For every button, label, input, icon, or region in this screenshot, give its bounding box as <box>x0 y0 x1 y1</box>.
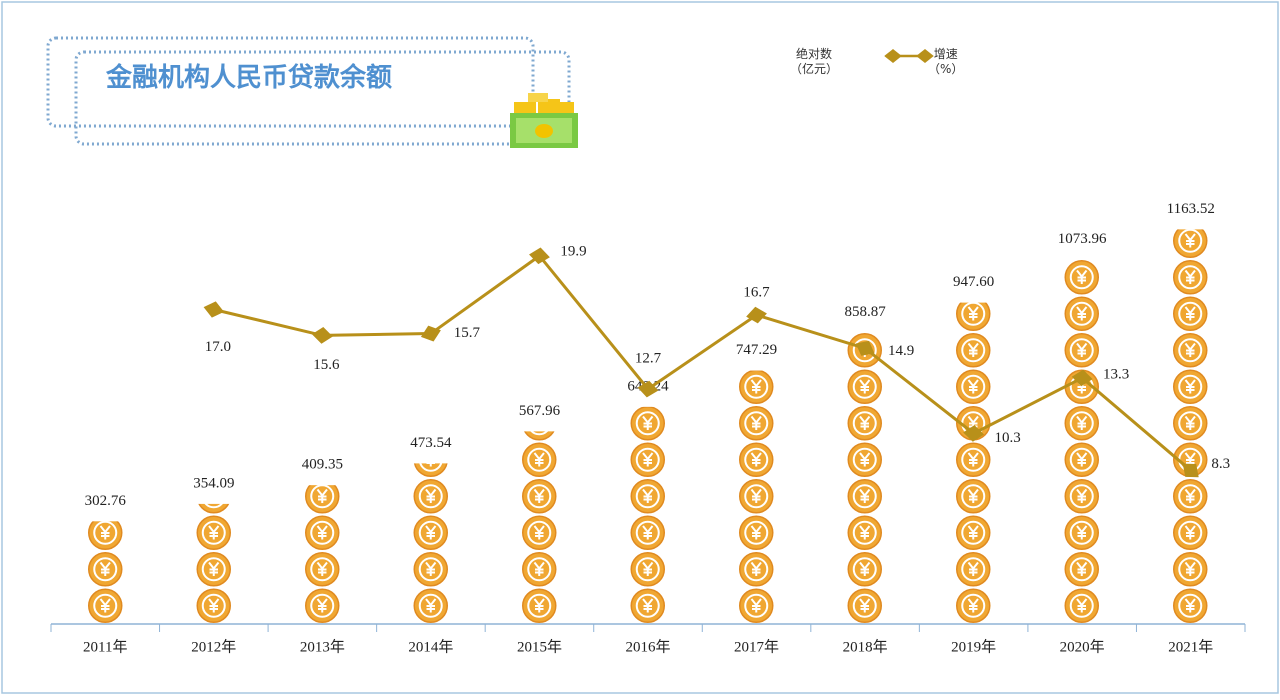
line-value-label: 14.9 <box>888 343 914 359</box>
bar <box>485 431 594 624</box>
title-box <box>46 36 535 128</box>
x-tick-label: 2011年 <box>83 638 127 655</box>
x-tick-label: 2021年 <box>1168 638 1213 655</box>
line-value-label: 15.6 <box>313 357 340 373</box>
x-tick-label: 2012年 <box>191 638 236 655</box>
bar-value-label: 858.87 <box>844 304 886 320</box>
bar <box>51 521 160 624</box>
line-value-label: 10.3 <box>995 430 1021 446</box>
line-value-label: 17.0 <box>205 339 231 355</box>
bar <box>376 463 486 624</box>
line-value-label: 15.7 <box>454 325 481 341</box>
legend-label: 绝对数 （亿元） <box>790 47 839 76</box>
line-value-label: 19.9 <box>560 243 586 259</box>
x-tick-label: 2019年 <box>951 638 996 655</box>
bar-value-label: 473.54 <box>410 435 452 451</box>
line-value-label: 16.7 <box>743 284 770 300</box>
bar-value-label: 354.09 <box>193 475 234 491</box>
line <box>203 247 1199 478</box>
bar-value-label: 302.76 <box>85 493 127 509</box>
legend-label: 增速 （%） <box>928 47 964 76</box>
title-box <box>74 50 571 146</box>
x-tick-label: 2020年 <box>1060 638 1105 655</box>
bar-value-label: 947.60 <box>953 274 994 290</box>
line-value-label: 12.7 <box>635 350 662 366</box>
bar-value-label: 567.96 <box>519 403 561 419</box>
bar <box>1136 229 1245 624</box>
x-tick-label: 2016年 <box>625 638 670 655</box>
x-tick-label: 2017年 <box>734 638 779 655</box>
x-tick-label: 2018年 <box>843 638 888 655</box>
x-tick-label: 2014年 <box>408 638 453 655</box>
bar <box>1027 259 1137 624</box>
bar-value-label: 1073.96 <box>1058 231 1107 247</box>
x-tick-label: 2013年 <box>300 638 345 655</box>
bar <box>702 370 811 624</box>
money-icon <box>510 93 578 148</box>
bar <box>268 485 377 624</box>
bar <box>919 302 1028 624</box>
bar <box>159 503 269 624</box>
bar-value-label: 747.29 <box>736 342 777 358</box>
line-value-label: 13.3 <box>1103 366 1129 382</box>
bar-value-label: 409.35 <box>302 457 343 473</box>
bar-value-label: 1163.52 <box>1167 201 1215 217</box>
chart-title: 金融机构人民币贷款余额 <box>105 62 392 92</box>
x-tick-label: 2015年 <box>517 638 562 655</box>
bar <box>593 406 703 624</box>
line-value-label: 8.3 <box>1211 456 1230 472</box>
